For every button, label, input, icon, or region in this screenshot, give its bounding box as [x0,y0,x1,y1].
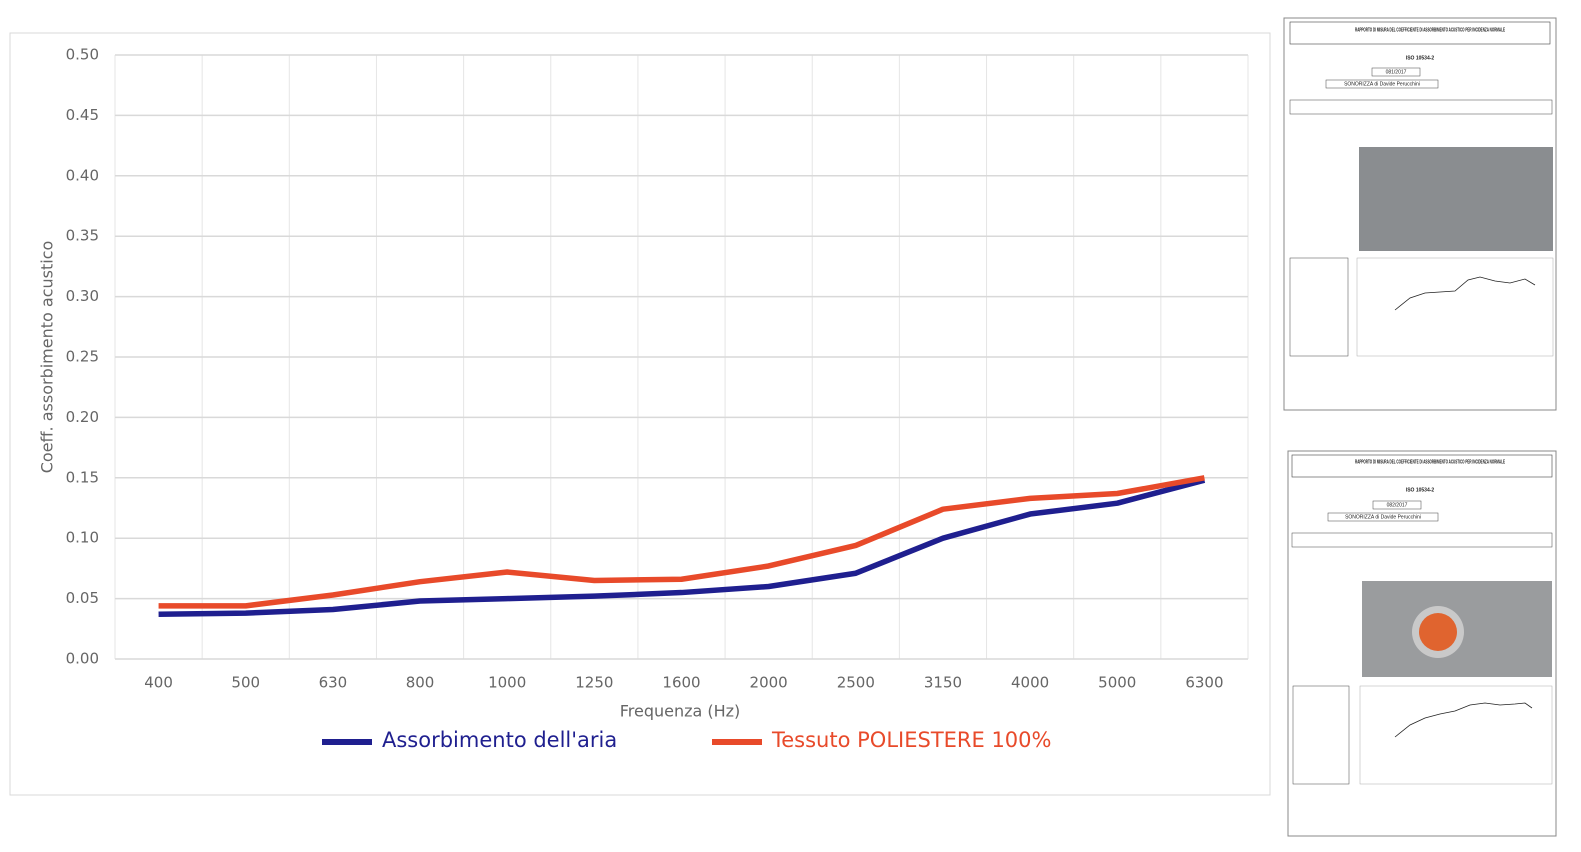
doc-client: SONORIZZA di Davide Perucchini [1345,514,1421,520]
y-axis-label: Coeff. assorbimento acustico [38,241,57,474]
field [1371,67,1421,77]
y-tick-label: 0.10 [66,529,99,547]
x-tick-label: 3150 [924,674,962,692]
mini-chart [1356,257,1554,357]
doc-title: RAPPORTO DI MISURA DEL COEFFICIENTE DI A… [1355,459,1505,465]
x-tick-label: 800 [406,674,435,692]
doc-client: SONORIZZA di Davide Perucchini [1344,81,1420,87]
x-tick-label: 2000 [750,674,788,692]
mini-line [1394,276,1536,311]
doc-report: 081/2017 [1386,69,1407,75]
x-tick-label: 1250 [575,674,613,692]
y-tick-label: 0.40 [66,166,99,184]
photo [1359,147,1553,251]
mini-chart [1359,685,1553,785]
x-tick-label: 2500 [837,674,875,692]
y-tick-label: 0.00 [66,650,99,668]
field [1372,500,1422,510]
y-tick-label: 0.05 [66,589,99,607]
doc-header [1289,21,1551,45]
x-tick-label: 500 [231,674,260,692]
y-tick-label: 0.50 [66,46,99,64]
doc-header [1291,454,1553,478]
y-tick-label: 0.35 [66,227,99,245]
legend-label: Assorbimento dell'aria [382,728,617,752]
y-tick-label: 0.20 [66,408,99,426]
doc-standard: ISO 10534-2 [1406,55,1435,61]
photo-sample [1419,613,1457,651]
document-2: RAPPORTO DI MISURA DEL COEFFICIENTE DI A… [1287,450,1557,837]
x-tick-label: 1000 [488,674,526,692]
y-tick-label: 0.45 [66,106,99,124]
table [1289,257,1349,357]
doc-standard: ISO 10534-2 [1406,487,1435,493]
legend-label: Tessuto POLIESTERE 100% [771,728,1051,752]
y-tick-label: 0.30 [66,287,99,305]
description [1289,99,1553,115]
x-tick-label: 1600 [662,674,700,692]
y-tick-label: 0.25 [66,348,99,366]
document-1: RAPPORTO DI MISURA DEL COEFFICIENTE DI A… [1283,17,1557,411]
series-line [158,477,1206,618]
x-axis-label: Frequenza (Hz) [620,702,741,721]
x-tick-label: 630 [319,674,348,692]
series-line [158,475,1205,609]
doc-title: RAPPORTO DI MISURA DEL COEFFICIENTE DI A… [1355,27,1505,33]
x-tick-label: 5000 [1098,674,1136,692]
field [1327,512,1439,522]
doc-report: 082/2017 [1387,502,1408,508]
chart-frame [9,32,1271,796]
y-tick-label: 0.15 [66,468,99,486]
x-tick-label: 4000 [1011,674,1049,692]
x-tick-label: 400 [144,674,173,692]
field [1325,79,1439,89]
description [1291,532,1553,548]
x-tick-label: 6300 [1185,674,1223,692]
mini-line [1394,702,1533,738]
table [1292,685,1350,785]
